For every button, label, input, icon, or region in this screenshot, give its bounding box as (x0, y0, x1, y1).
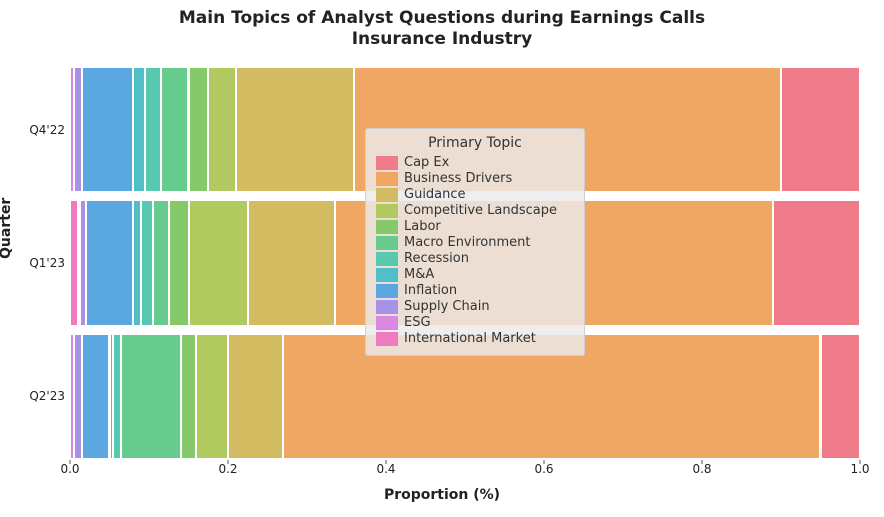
bar-segment (161, 68, 189, 191)
bar-segment (82, 335, 110, 458)
legend-swatch (376, 156, 398, 170)
bar-segment (145, 68, 161, 191)
legend-label: M&A (404, 267, 434, 282)
bar-segment (781, 68, 860, 191)
legend-item: Supply Chain (376, 299, 574, 314)
x-tick-label: 0.2 (218, 462, 237, 476)
x-axis-title: Proportion (%) (0, 487, 884, 503)
title-line-1: Main Topics of Analyst Questions during … (179, 8, 705, 28)
chart-container: Main Topics of Analyst Questions during … (0, 0, 884, 517)
bar-segment (181, 335, 197, 458)
y-tick-label: Q4'22 (10, 123, 65, 137)
legend-label: Inflation (404, 283, 457, 298)
legend-label: ESG (404, 315, 431, 330)
x-tick-label: 0.6 (534, 462, 553, 476)
bar-segment (141, 201, 153, 324)
bar-segment (121, 335, 180, 458)
legend-swatch (376, 172, 398, 186)
legend-item: International Market (376, 331, 574, 346)
legend-swatch (376, 204, 398, 218)
bar-segment (70, 201, 78, 324)
legend-label: Recession (404, 251, 469, 266)
x-tick-label: 0.4 (376, 462, 395, 476)
bar-segment (153, 201, 169, 324)
bar-segment (773, 201, 860, 324)
bar-segment (189, 201, 248, 324)
legend-item: Inflation (376, 283, 574, 298)
bar-segment (248, 201, 335, 324)
legend-label: Labor (404, 219, 441, 234)
bar-segment (74, 68, 82, 191)
legend-label: Supply Chain (404, 299, 490, 314)
bar-segment (169, 201, 189, 324)
title-line-2: Insurance Industry (352, 29, 533, 49)
x-tick-label: 0.0 (60, 462, 79, 476)
legend-swatch (376, 332, 398, 346)
legend-item: Guidance (376, 187, 574, 202)
legend-swatch (376, 268, 398, 282)
legend-label: Macro Environment (404, 235, 530, 250)
legend-label: Business Drivers (404, 171, 512, 186)
bar-segment (196, 335, 228, 458)
legend-label: Competitive Landscape (404, 203, 557, 218)
bar-segment (821, 335, 861, 458)
legend-swatch (376, 220, 398, 234)
legend-item: Recession (376, 251, 574, 266)
bar-segment (189, 68, 209, 191)
legend-item: Cap Ex (376, 155, 574, 170)
legend-title: Primary Topic (376, 135, 574, 151)
bar-segment (133, 201, 141, 324)
y-tick-label: Q1'23 (10, 256, 65, 270)
legend-item: Labor (376, 219, 574, 234)
x-tick-label: 0.8 (692, 462, 711, 476)
legend-swatch (376, 188, 398, 202)
legend-label: International Market (404, 331, 536, 346)
bar-segment (74, 335, 82, 458)
legend-swatch (376, 236, 398, 250)
legend-label: Cap Ex (404, 155, 449, 170)
legend-item: Macro Environment (376, 235, 574, 250)
x-tick-label: 1.0 (850, 462, 869, 476)
legend: Primary Topic Cap ExBusiness DriversGuid… (365, 128, 585, 356)
legend-label: Guidance (404, 187, 466, 202)
bar-segment (133, 68, 145, 191)
legend-swatch (376, 284, 398, 298)
y-tick-label: Q2'23 (10, 389, 65, 403)
legend-item: ESG (376, 315, 574, 330)
legend-item: M&A (376, 267, 574, 282)
legend-swatch (376, 316, 398, 330)
bar-segment (236, 68, 355, 191)
y-axis-title: Quarter (0, 197, 14, 258)
bar-segment (86, 201, 133, 324)
bar-segment (82, 68, 133, 191)
chart-title: Main Topics of Analyst Questions during … (0, 8, 884, 51)
bar-segment (228, 335, 283, 458)
legend-swatch (376, 300, 398, 314)
bar-segment (113, 335, 121, 458)
bar-segment (208, 68, 236, 191)
legend-swatch (376, 252, 398, 266)
legend-item: Business Drivers (376, 171, 574, 186)
legend-item: Competitive Landscape (376, 203, 574, 218)
